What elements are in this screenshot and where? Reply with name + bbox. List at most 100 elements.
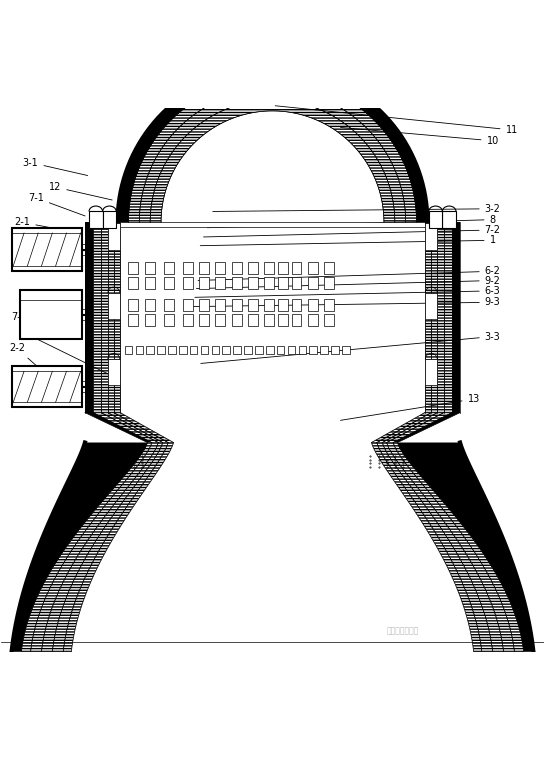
Polygon shape <box>382 413 444 442</box>
Bar <box>342 347 350 354</box>
Bar <box>292 262 301 274</box>
Bar <box>129 262 138 274</box>
Bar <box>164 299 173 311</box>
Polygon shape <box>118 68 427 223</box>
Text: 6-2: 6-2 <box>198 266 501 280</box>
Bar <box>199 299 209 311</box>
Bar <box>299 347 306 354</box>
Bar <box>437 223 444 413</box>
Bar <box>248 277 258 290</box>
Polygon shape <box>150 100 395 223</box>
Bar <box>120 223 425 226</box>
Bar <box>331 347 339 354</box>
Bar <box>201 347 208 354</box>
Bar <box>215 299 225 311</box>
Bar <box>211 347 219 354</box>
Bar <box>20 290 82 339</box>
Polygon shape <box>21 442 152 652</box>
Bar <box>264 314 274 326</box>
Bar <box>108 223 114 413</box>
Bar <box>308 277 318 290</box>
Bar <box>164 314 173 326</box>
Polygon shape <box>377 413 437 442</box>
Text: 8: 8 <box>207 214 496 228</box>
Text: 9-2: 9-2 <box>196 276 501 289</box>
Bar <box>233 347 241 354</box>
Text: 12: 12 <box>49 182 112 200</box>
Bar <box>452 223 460 413</box>
Bar <box>215 262 225 274</box>
Text: 7-3: 7-3 <box>11 312 58 326</box>
Bar <box>248 314 258 326</box>
Bar <box>147 347 154 354</box>
Bar <box>11 228 82 271</box>
Bar <box>429 211 443 228</box>
Bar <box>136 347 143 354</box>
Bar <box>183 314 192 326</box>
Polygon shape <box>93 413 159 442</box>
Bar <box>431 223 437 413</box>
Bar <box>232 262 241 274</box>
Bar <box>266 347 274 354</box>
Bar <box>292 299 301 311</box>
Bar <box>444 223 452 413</box>
Polygon shape <box>85 413 152 442</box>
Bar <box>278 314 288 326</box>
Bar <box>255 347 263 354</box>
Bar <box>264 262 274 274</box>
Bar <box>89 211 102 228</box>
Bar <box>102 211 116 228</box>
Bar <box>183 277 192 290</box>
Text: 6-1: 6-1 <box>15 226 69 240</box>
Polygon shape <box>372 413 431 442</box>
Bar <box>183 262 192 274</box>
Text: 技术交流科料网: 技术交流科料网 <box>387 627 419 635</box>
Bar <box>425 359 437 385</box>
Bar <box>125 347 132 354</box>
Bar <box>248 299 258 311</box>
Bar <box>145 314 155 326</box>
Text: 4: 4 <box>25 291 58 309</box>
Bar <box>288 347 295 354</box>
Bar <box>324 277 334 290</box>
Text: 3-1: 3-1 <box>23 157 88 176</box>
Text: 5: 5 <box>19 302 58 317</box>
Polygon shape <box>377 442 493 652</box>
Text: 2: 2 <box>23 329 111 375</box>
Bar <box>101 223 108 413</box>
Bar <box>232 299 241 311</box>
Bar <box>278 299 288 311</box>
Bar <box>264 299 274 311</box>
Bar <box>324 299 334 311</box>
Bar <box>425 223 437 249</box>
Bar <box>222 347 230 354</box>
Text: 3-3: 3-3 <box>201 331 500 363</box>
Bar <box>145 262 155 274</box>
Text: 7-2: 7-2 <box>203 225 501 237</box>
Text: 2-1: 2-1 <box>15 217 69 231</box>
Bar <box>11 366 82 407</box>
Polygon shape <box>393 413 460 442</box>
Bar <box>425 293 437 319</box>
Polygon shape <box>129 78 416 223</box>
Bar <box>215 314 225 326</box>
Bar <box>199 277 209 290</box>
Text: 13: 13 <box>341 394 480 420</box>
Bar <box>164 262 173 274</box>
Bar <box>199 314 209 326</box>
Text: 6-3: 6-3 <box>195 286 500 297</box>
Bar <box>320 347 328 354</box>
Bar <box>85 223 93 413</box>
Polygon shape <box>397 442 534 652</box>
Bar <box>145 277 155 290</box>
Bar <box>324 314 334 326</box>
Text: 9-1: 9-1 <box>15 236 69 249</box>
Polygon shape <box>386 413 452 442</box>
Polygon shape <box>140 89 405 223</box>
Bar <box>308 314 318 326</box>
Polygon shape <box>386 442 514 652</box>
Bar <box>264 277 274 290</box>
Bar <box>244 347 252 354</box>
Bar <box>199 262 209 274</box>
Bar <box>108 293 120 319</box>
